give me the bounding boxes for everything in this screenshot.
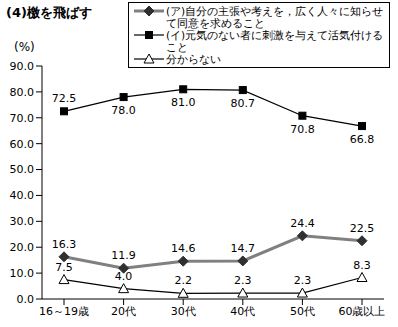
svg-text:16～19歳: 16～19歳 [39,305,89,318]
svg-text:11.9: 11.9 [111,249,136,262]
svg-text:30.0: 30.0 [10,215,35,228]
svg-text:66.8: 66.8 [350,133,375,146]
svg-text:50代: 50代 [290,305,315,318]
svg-text:2.3: 2.3 [294,274,312,287]
svg-text:40.0: 40.0 [10,189,35,202]
svg-text:2.2: 2.2 [174,274,192,287]
svg-text:50.0: 50.0 [10,163,35,176]
html-text:(ア)自分の主張や考えを，広く人々に知らせて同意を求めること: (ア)自分の主張や考えを，広く人々に知らせて同意を求めること [166,5,384,29]
html-text:分からない: 分からない [166,53,221,65]
svg-text:60.0: 60.0 [10,138,35,151]
svg-text:40代: 40代 [230,305,255,318]
svg-text:90.0: 90.0 [10,60,35,73]
svg-text:80.7: 80.7 [231,97,256,110]
svg-text:20代: 20代 [111,305,136,318]
svg-text:14.6: 14.6 [171,242,196,255]
svg-text:8.3: 8.3 [353,259,371,272]
svg-text:2.3: 2.3 [234,274,252,287]
svg-text:20.0: 20.0 [10,241,35,254]
svg-text:22.5: 22.5 [350,222,375,235]
html-text:(イ)元気のない者に刺激を与えて活気付けること: (イ)元気のない者に刺激を与えて活気付けること [166,29,384,53]
svg-text:60歳以上: 60歳以上 [339,305,386,318]
svg-text:24.4: 24.4 [290,217,315,230]
svg-text:0.0: 0.0 [17,293,35,306]
svg-text:70.0: 70.0 [10,112,35,125]
svg-text:4.0: 4.0 [115,270,133,283]
svg-text:16.3: 16.3 [52,238,77,251]
svg-text:10.0: 10.0 [10,267,35,280]
html-text:(4)檄を飛ばす: (4)檄を飛ばす [6,5,92,20]
svg-text:72.5: 72.5 [52,92,77,105]
svg-text:30代: 30代 [171,305,196,318]
svg-text:70.8: 70.8 [290,123,315,136]
svg-text:14.7: 14.7 [231,242,256,255]
svg-text:80.0: 80.0 [10,86,35,99]
svg-text:78.0: 78.0 [111,104,136,117]
svg-text:7.5: 7.5 [55,261,73,274]
svg-text:81.0: 81.0 [171,96,196,109]
